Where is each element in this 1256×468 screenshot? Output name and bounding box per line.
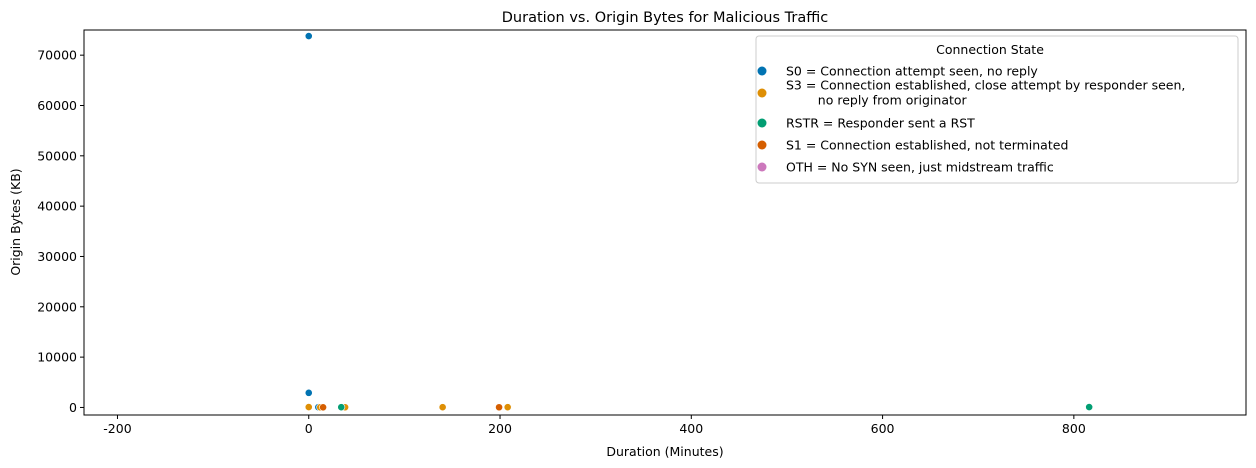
legend-box: [755, 35, 1239, 184]
y-tick-label: 20000: [37, 299, 77, 314]
legend-title: Connection State: [936, 42, 1044, 57]
legend-marker: [757, 66, 767, 76]
x-tick-label: -200: [103, 421, 131, 436]
legend-label: S3 = Connection established, close attem…: [786, 78, 1185, 108]
x-axis-label: Duration (Minutes): [606, 444, 723, 459]
x-tick-label: 0: [305, 421, 313, 436]
data-point: [337, 403, 346, 412]
y-tick-label: 50000: [37, 148, 77, 163]
data-point: [495, 403, 503, 412]
axis-ticks: -200 0 200 400 600 800 0 10000 20000 30000 40000 50…: [37, 48, 1086, 436]
data-point: [438, 403, 447, 412]
y-tick-label: 30000: [37, 249, 77, 264]
y-axis-label: Origin Bytes (KB): [8, 168, 23, 275]
y-tick-label: 40000: [37, 199, 77, 214]
legend-label: OTH = No SYN seen, just midstream traffi…: [786, 160, 1054, 175]
legend: Connection State S0 = Connection attempt…: [755, 35, 1239, 184]
legend-marker: [757, 88, 767, 98]
x-tick-label: 400: [679, 421, 703, 436]
y-tick-label: 60000: [37, 98, 77, 113]
plot-area-frame: [83, 29, 1247, 416]
data-point: [304, 32, 313, 40]
data-point: [503, 403, 512, 412]
legend-marker: [757, 140, 767, 150]
x-tick-label: 600: [871, 421, 895, 436]
legend-label: S0 = Connection attempt seen, no reply: [786, 64, 1038, 79]
data-point: [304, 388, 313, 397]
data-point: [1085, 403, 1094, 411]
x-tick-label: 800: [1062, 421, 1086, 436]
chart-title: Duration vs. Origin Bytes for Malicious …: [502, 10, 828, 26]
data-point: [319, 403, 327, 412]
legend-label: S1 = Connection established, not termina…: [786, 138, 1068, 153]
y-tick-label: 0: [69, 400, 77, 415]
data-point: [304, 403, 313, 411]
legend-marker: [757, 118, 767, 128]
y-tick-label: 10000: [37, 350, 77, 365]
legend-label: RSTR = Responder sent a RST: [786, 116, 975, 131]
y-tick-label: 70000: [37, 48, 77, 63]
legend-entries: S0 = Connection attempt seen, no replyS3…: [757, 64, 1185, 175]
legend-marker: [757, 162, 767, 172]
x-tick-label: 200: [488, 421, 512, 436]
data-points: [304, 32, 1094, 412]
